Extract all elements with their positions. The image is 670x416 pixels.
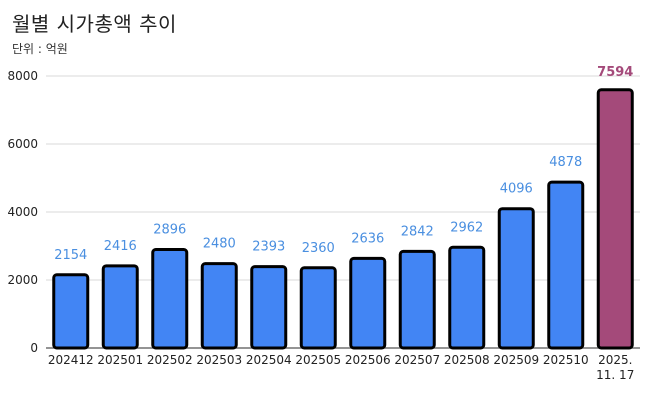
- x-tick-label: 202506: [345, 353, 391, 367]
- bar: [596, 88, 634, 350]
- y-tick-label: 0: [30, 341, 38, 355]
- x-tick-label: 202504: [246, 353, 292, 367]
- data-label: 2962: [450, 220, 483, 235]
- bar: [448, 245, 486, 350]
- x-tick-label: 202502: [147, 353, 193, 367]
- x-tick-label: 202507: [394, 353, 440, 367]
- data-label: 2416: [104, 239, 137, 254]
- y-tick-label: 8000: [7, 69, 38, 83]
- bar: [250, 265, 288, 350]
- bar: [497, 207, 535, 350]
- data-label: 2360: [302, 241, 335, 256]
- y-tick-label: 4000: [7, 205, 38, 219]
- bar: [299, 266, 337, 350]
- data-label: 2842: [401, 224, 434, 239]
- x-tick-label: 202509: [493, 353, 539, 367]
- data-label: 2154: [54, 248, 87, 263]
- unit-label: 단위 : 억원: [12, 42, 68, 56]
- x-tick-label: 2025. 11. 17: [596, 353, 634, 382]
- data-label: 2896: [153, 223, 186, 238]
- data-label: 2480: [203, 237, 236, 252]
- x-tick-label: 202412: [48, 353, 94, 367]
- y-tick-label: 2000: [7, 273, 38, 287]
- data-label: 4096: [500, 182, 533, 197]
- data-label: 2636: [351, 231, 384, 246]
- bar: [547, 180, 585, 350]
- chart-title: 월별 시가총액 추이: [12, 12, 177, 36]
- bar: [200, 262, 238, 350]
- bar: [52, 273, 90, 350]
- x-tick-label: 202508: [444, 353, 490, 367]
- data-label: 4878: [549, 155, 582, 170]
- x-tick-label: 202503: [196, 353, 242, 367]
- data-label: 7594: [597, 65, 633, 80]
- bar: [101, 264, 139, 350]
- x-tick-label: 202501: [97, 353, 143, 367]
- data-label: 2393: [252, 240, 285, 255]
- bar: [398, 249, 436, 350]
- x-tick-label: 202510: [543, 353, 589, 367]
- x-tick-label: 202505: [295, 353, 341, 367]
- y-tick-label: 6000: [7, 137, 38, 151]
- bar: [151, 248, 189, 350]
- bar: [349, 256, 387, 350]
